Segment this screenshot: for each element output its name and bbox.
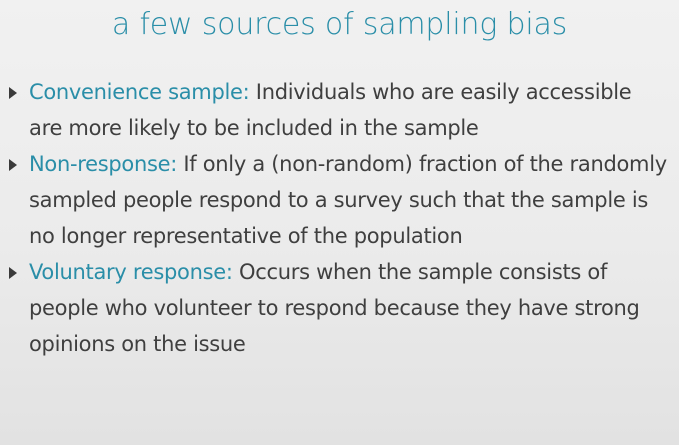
slide-title: a few sources of sampling bias [111,7,568,42]
bullet-text: Occurs when the sample consists of peopl… [29,260,640,356]
triangle-right-icon [9,267,17,279]
bullet-term: Voluntary response: [29,260,233,284]
bullet-term: Convenience sample: [29,80,250,104]
bullet-non-response: Non-response: If only a (non-random) fra… [0,146,679,254]
triangle-right-icon [9,159,17,171]
bullet-text: Individuals who are easily accessible ar… [29,80,632,140]
bullet-list: Convenience sample: Individuals who are … [0,74,679,362]
bullet-term: Non-response: [29,152,178,176]
bullet-voluntary-response: Voluntary response: Occurs when the samp… [0,254,679,362]
bullet-convenience-sample: Convenience sample: Individuals who are … [0,74,679,146]
bullet-text: If only a (non-random) fraction of the r… [29,152,667,248]
triangle-right-icon [9,87,17,99]
